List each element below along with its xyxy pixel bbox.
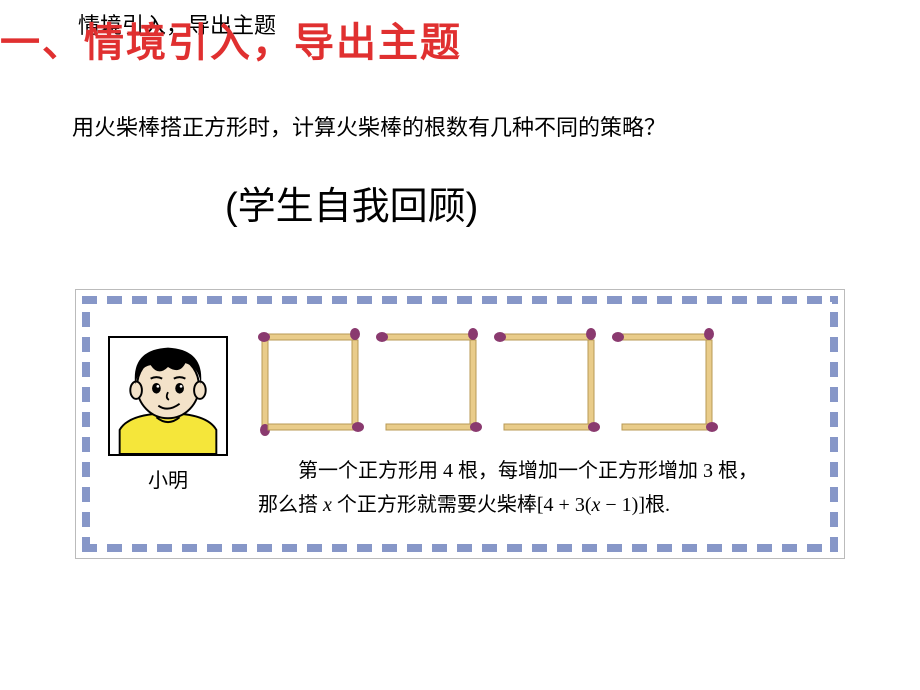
explanation-text: 第一个正方形用 4 根，每增加一个正方形增加 3 根， 那么搭 x 个正方形就需… [258,454,818,522]
content-frame: 小明 [75,289,845,559]
subtitle-text: (学生自我回顾) [225,175,478,230]
avatar-image [108,336,228,456]
matches-row [258,330,818,434]
exp-line2-prefix: 那么搭 [258,494,323,516]
avatar-block: 小明 [108,336,228,493]
avatar-name: 小明 [148,464,188,493]
match-square-1 [258,330,362,434]
match-square-3 [494,330,598,434]
exp-line2-suffix: − 1)]根. [600,494,670,516]
page-title: 一、情境引入，导出主题 [0,10,462,68]
exp-line2-mid: 个正方形就需要火柴棒[4 + 3( [332,494,592,516]
match-square-2 [376,330,480,434]
right-block: 第一个正方形用 4 根，每增加一个正方形增加 3 根， 那么搭 x 个正方形就需… [258,322,818,522]
exp-var-x-1: x [323,494,332,516]
match-square-4 [612,330,716,434]
question-text: 用火柴棒搭正方形时，计算火柴棒的根数有几种不同的策略？ [72,110,666,142]
frame-inner: 小明 [94,308,826,540]
exp-line1: 第一个正方形用 4 根，每增加一个正方形增加 3 根， [298,460,758,482]
